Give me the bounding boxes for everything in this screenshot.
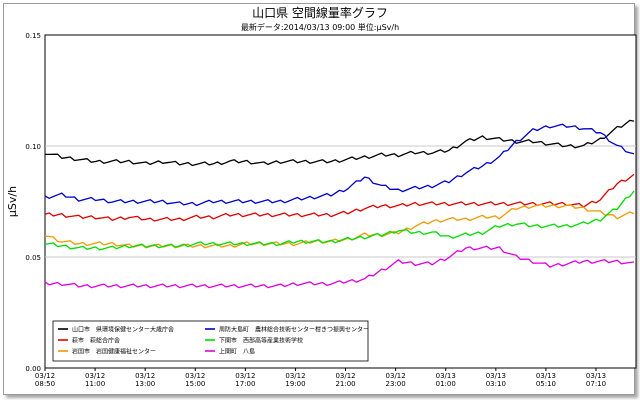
x-tick-date: 03/13	[586, 372, 606, 380]
legend-entry: 岩国市 岩国健康福祉センター	[72, 348, 156, 356]
x-tick-time: 08:50	[35, 380, 55, 388]
plot-area	[44, 34, 637, 369]
x-tick-date: 03/12	[386, 372, 406, 380]
legend-entry: 周防大島町 農林総合技術センター柑きつ振興センター	[219, 326, 369, 334]
x-tick-time: 17:00	[235, 380, 255, 388]
x-tick-time: 01:00	[436, 380, 456, 388]
y-tick-label: 0.15	[25, 32, 41, 40]
legend-box	[52, 320, 369, 362]
x-tick-date: 03/12	[235, 372, 255, 380]
x-tick-date: 03/13	[536, 372, 556, 380]
x-tick-date: 03/13	[436, 372, 456, 380]
y-tick-label: 0.00	[25, 365, 41, 373]
x-tick-date: 03/12	[185, 372, 205, 380]
series-line-0	[45, 119, 635, 167]
series-line-3	[44, 123, 635, 207]
x-tick-date: 03/12	[35, 372, 55, 380]
legend-entry: 萩市 萩総合庁舎	[72, 337, 120, 345]
x-tick-time: 19:00	[285, 380, 305, 388]
chart-subtitle: 最新データ:2014/03/13 09:00 単位:μSv/h	[241, 22, 399, 32]
x-tick-date: 03/12	[285, 372, 305, 380]
y-tick-label: 0.05	[25, 254, 41, 262]
x-tick-time: 21:00	[335, 380, 355, 388]
series-line-5	[44, 245, 635, 289]
x-tick-time: 05:10	[536, 380, 556, 388]
chart-title: 山口県 空間線量率グラフ	[252, 5, 388, 20]
x-tick-date: 03/12	[135, 372, 155, 380]
x-tick-time: 11:00	[85, 380, 105, 388]
x-tick-time: 15:00	[185, 380, 205, 388]
x-tick-time: 07:10	[586, 380, 606, 388]
y-axis-label: μSv/h	[6, 186, 19, 217]
series-line-1	[44, 173, 635, 222]
x-tick-date: 03/12	[85, 372, 105, 380]
x-tick-date: 03/13	[486, 372, 506, 380]
x-tick-time: 23:00	[386, 380, 406, 388]
legend-entry: 下関市 西部高等産業技術学校	[219, 337, 303, 345]
x-tick-date: 03/12	[335, 372, 355, 380]
x-tick-time: 13:00	[135, 380, 155, 388]
legend-entry: 山口市 県環境保健センター大歳庁舎	[72, 326, 174, 334]
series-line-4	[44, 190, 635, 251]
x-tick-time: 03:10	[486, 380, 506, 388]
y-tick-label: 0.10	[25, 143, 41, 151]
legend-entry: 上関町 八島	[219, 348, 255, 356]
